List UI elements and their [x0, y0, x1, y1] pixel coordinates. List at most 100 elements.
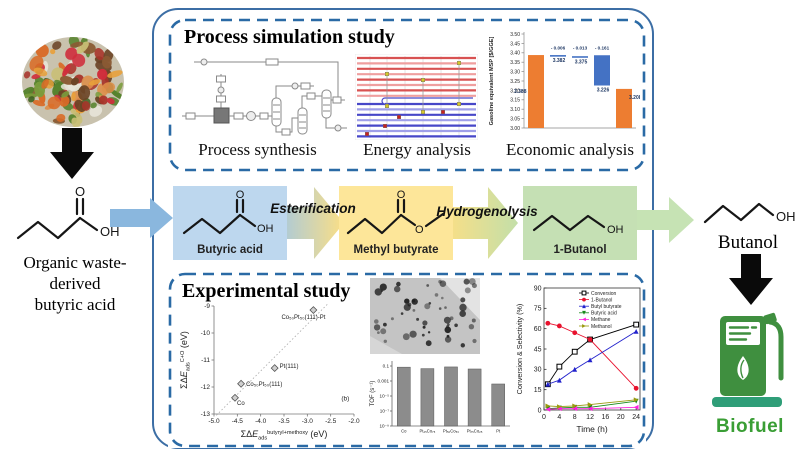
process-simulation-panel: Process simulation study — [168, 18, 646, 172]
methyl-butyrate-label: Methyl butyrate — [353, 244, 439, 256]
atom-label-o: O — [236, 189, 245, 201]
svg-text:24: 24 — [632, 414, 640, 421]
svg-text:-5.0: -5.0 — [208, 418, 220, 425]
svg-text:Gasoline equivalent MSP [$/GGE: Gasoline equivalent MSP [$/GGE] — [489, 36, 495, 125]
svg-text:-3.0: -3.0 — [302, 418, 314, 425]
butyric-acid-structure: O OH — [16, 184, 120, 240]
svg-text:20: 20 — [617, 414, 625, 421]
svg-text:30: 30 — [534, 367, 542, 374]
svg-text:Methane: Methane — [591, 317, 611, 323]
svg-text:Butyl butyrate: Butyl butyrate — [591, 304, 622, 310]
svg-text:15: 15 — [534, 387, 542, 394]
svg-text:ΣΔEadsbutyryl+methoxy (eV): ΣΔEadsbutyryl+methoxy (eV) — [241, 429, 328, 442]
experimental-study-title: Experimental study — [182, 280, 351, 302]
process-flowsheet-diagram — [182, 58, 347, 136]
one-butanol-label: 1-Butanol — [553, 244, 607, 256]
atom-label-o: O — [75, 184, 85, 199]
hydrogenolysis-arrow-icon — [444, 187, 518, 259]
caption-economic-analysis: Economic analysis — [506, 140, 634, 159]
svg-text:- 0.006: - 0.006 — [551, 45, 566, 50]
svg-text:3.208: 3.208 — [629, 95, 640, 101]
tof-bar-chart: 0.1 0.001 10⁻⁵ 10⁻⁷ 10⁻⁹ Co Pt₂₅Co₇₅ Pt₅₀Co₅₀ Pt… — [370, 361, 510, 434]
svg-text:Conversion: Conversion — [591, 291, 617, 297]
svg-text:3.45: 3.45 — [510, 41, 520, 47]
svg-text:Pt: Pt — [496, 429, 501, 434]
source-caption-line: Organic waste- — [23, 253, 127, 272]
svg-text:3.375: 3.375 — [575, 60, 588, 66]
atom-label-oh: OH — [776, 209, 796, 224]
tem-image — [370, 278, 480, 354]
methyl-butyrate-box: O O Methyl butyrate — [339, 186, 453, 260]
svg-text:Co₅₀Pt₅₀(111)-Pt: Co₅₀Pt₅₀(111)-Pt — [281, 315, 325, 321]
svg-text:-2.5: -2.5 — [325, 418, 337, 425]
svg-text:Butyric acid: Butyric acid — [591, 311, 617, 317]
hydrogenolysis-label: Hydrogenolysis — [436, 204, 538, 219]
svg-text:90: 90 — [534, 285, 542, 292]
caption-process-synthesis: Process synthesis — [198, 140, 317, 159]
svg-text:1-Butanol: 1-Butanol — [591, 297, 612, 303]
svg-text:3.388: 3.388 — [514, 89, 527, 95]
source-caption-line: derived — [49, 274, 101, 293]
svg-text:-4.0: -4.0 — [255, 418, 267, 425]
svg-text:0: 0 — [542, 414, 546, 421]
heat-exchanger-network-diagram — [355, 54, 478, 140]
svg-text:Time (h): Time (h) — [576, 424, 607, 434]
butyric-acid-label: Butyric acid — [197, 244, 263, 256]
process-simulation-title: Process simulation study — [184, 26, 395, 48]
svg-text:ΣΔEadsC+O (eV): ΣΔEadsC+O (eV) — [179, 331, 192, 389]
svg-text:3.40: 3.40 — [510, 51, 520, 57]
economic-waterfall-chart: 3.00 3.05 3.10 3.15 3.20 3.25 3.30 3.35 3.40 3.45… — [489, 32, 640, 132]
svg-text:-10: -10 — [201, 330, 211, 337]
svg-text:0.001: 0.001 — [378, 379, 390, 384]
svg-text:-2.0: -2.0 — [348, 418, 360, 425]
svg-text:3.05: 3.05 — [510, 117, 520, 123]
atom-label-oh: OH — [607, 224, 624, 236]
esterification-label: Esterification — [270, 201, 356, 216]
butyric-acid-structure-small: O OH — [182, 189, 274, 235]
kinetics-line-chart: 0 4 8 12 16 20 24 0 15 30 45 60 75 90 Conversion1-Buta… — [515, 285, 641, 434]
caption-energy-analysis: Energy analysis — [363, 140, 471, 159]
atom-label-o: O — [415, 224, 424, 236]
svg-text:3.00: 3.00 — [510, 126, 520, 132]
butanol-structure: OH — [703, 202, 796, 224]
svg-text:- 0.161: - 0.161 — [595, 45, 610, 50]
svg-text:10⁻⁹: 10⁻⁹ — [379, 424, 389, 429]
svg-text:Co₅₀Pt₅₀(111): Co₅₀Pt₅₀(111) — [246, 382, 282, 388]
down-arrow-icon — [50, 128, 94, 179]
svg-text:45: 45 — [534, 346, 542, 353]
butanol-label: Butanol — [717, 232, 779, 253]
svg-text:-12: -12 — [201, 384, 211, 391]
svg-text:TOF (s⁻¹): TOF (s⁻¹) — [370, 381, 376, 407]
methyl-butyrate-structure: O O — [346, 189, 445, 236]
svg-text:Conversion & Selectivity (%): Conversion & Selectivity (%) — [515, 304, 524, 395]
source-caption-line: butyric acid — [34, 295, 116, 314]
svg-text:4: 4 — [557, 414, 561, 421]
svg-text:3.10: 3.10 — [510, 107, 520, 113]
biofuel-label: Biofuel — [716, 416, 784, 437]
butanol-structure-small: OH — [532, 214, 624, 236]
svg-text:8: 8 — [573, 414, 577, 421]
svg-text:60: 60 — [534, 326, 542, 333]
butanol-box: OH 1-Butanol — [523, 186, 637, 260]
svg-text:3.226: 3.226 — [597, 88, 610, 94]
svg-text:Pt₇₅Co₂₅: Pt₇₅Co₂₅ — [467, 429, 483, 434]
butyric-acid-box: O OH Butyric acid — [173, 186, 287, 260]
svg-text:10⁻⁷: 10⁻⁷ — [380, 409, 390, 414]
source-caption: Organic waste- derived butyric acid — [2, 252, 148, 315]
down-arrow-icon — [729, 254, 773, 305]
fuel-pump-icon — [712, 312, 784, 407]
svg-text:Pt₂₅Co₇₅: Pt₂₅Co₇₅ — [420, 429, 436, 434]
svg-text:0.1: 0.1 — [383, 364, 390, 369]
atom-label-oh: OH — [100, 224, 120, 239]
svg-text:3.20: 3.20 — [510, 88, 520, 94]
svg-text:3.30: 3.30 — [510, 70, 520, 76]
svg-text:Methanol: Methanol — [591, 324, 612, 330]
svg-text:3.35: 3.35 — [510, 60, 520, 66]
svg-text:75: 75 — [534, 306, 542, 313]
svg-text:(b): (b) — [341, 396, 349, 403]
output-arrow-icon — [633, 197, 694, 243]
svg-text:Pt(111): Pt(111) — [280, 364, 299, 370]
svg-text:3.15: 3.15 — [510, 98, 520, 104]
atom-label-oh: OH — [257, 223, 274, 235]
